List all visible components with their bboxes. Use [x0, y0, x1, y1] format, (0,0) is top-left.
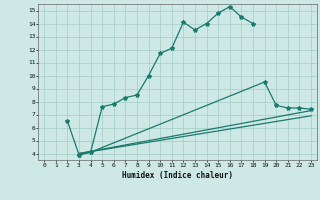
- X-axis label: Humidex (Indice chaleur): Humidex (Indice chaleur): [122, 171, 233, 180]
